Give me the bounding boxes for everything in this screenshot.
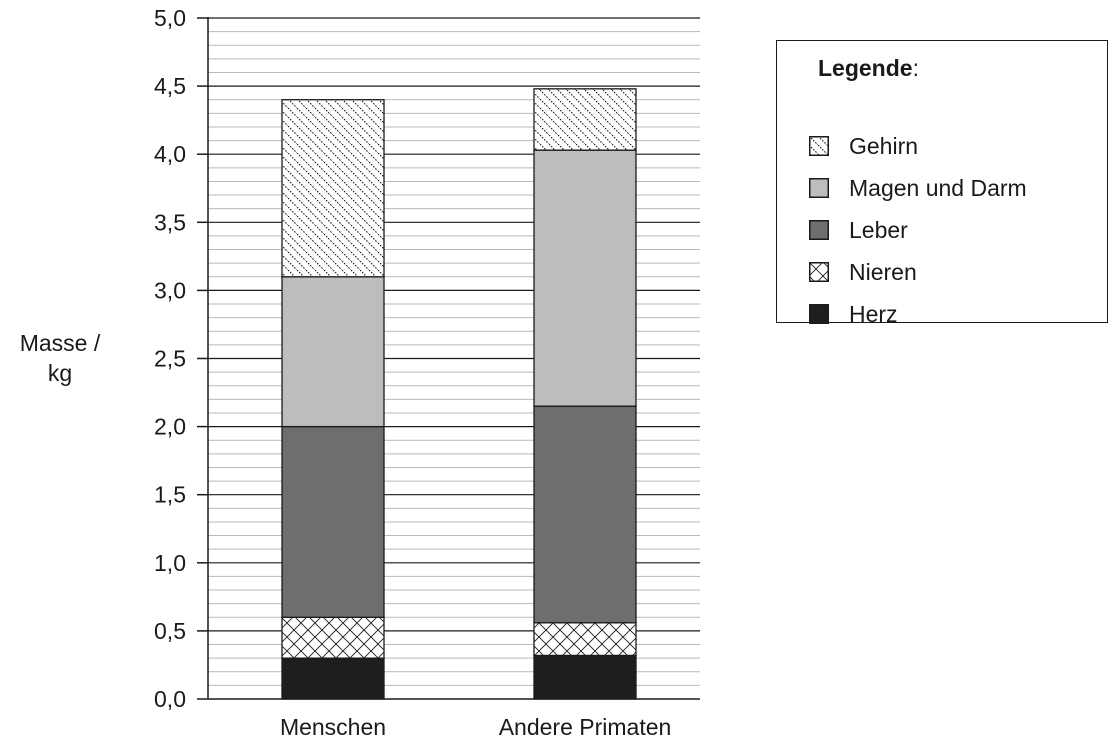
bar-segment-magen-und-darm [533,149,637,407]
legend-swatch-leber [809,220,829,240]
legend: Legende: Gehirn Magen und Darm Leber Nie… [776,40,1108,327]
y-tick-label: 2,5 [154,346,186,372]
bar-segment-magen-und-darm [281,276,385,428]
bar-segment-nieren [281,616,385,659]
legend-item-gehirn: Gehirn [809,131,918,161]
legend-swatch-magen-und-darm [809,178,829,198]
legend-swatch-herz [809,304,829,324]
legend-item-leber: Leber [809,215,908,245]
y-tick-label: 1,0 [154,550,186,576]
legend-label-gehirn: Gehirn [849,133,919,159]
legend-label-nieren: Nieren [849,259,917,285]
legend-title: Legende: [818,53,919,83]
y-axis-label-line1: Masse / [19,330,101,356]
y-tick-label: 0,5 [154,618,186,644]
bar-segment-gehirn [533,88,637,151]
bar-segment-nieren [533,622,637,657]
bar-segment-leber [533,405,637,624]
legend-title-text: Legende [818,55,913,81]
legend-label-magen-und-darm: Magen und Darm [849,175,1027,201]
y-tick-label: 4,0 [154,141,186,167]
legend-swatch-gehirn [809,136,829,156]
legend-item-herz: Herz [809,299,898,329]
legend-title-colon: : [912,55,919,81]
bar-segment-leber [281,425,385,618]
y-tick-label: 4,5 [154,73,186,99]
y-tick-label: 5,0 [154,5,186,31]
legend-label-herz: Herz [849,301,898,327]
y-tick-label: 0,0 [154,686,186,712]
y-tick-label: 1,5 [154,482,186,508]
legend-label-leber: Leber [849,217,908,243]
y-tick-label: 2,0 [154,414,186,440]
bar-segment-herz [281,657,385,700]
bar-segment-herz [533,654,637,700]
y-tick-label: 3,5 [154,209,186,235]
y-axis-label-line2: kg [47,360,73,386]
legend-swatch-nieren [809,262,829,282]
bar-segment-gehirn [281,99,385,278]
y-tick-label: 3,0 [154,277,186,303]
x-category-label: Andere Primaten [499,714,672,740]
y-axis-label: Masse / kg [0,328,120,388]
x-category-label: Menschen [280,714,386,740]
legend-item-nieren: Nieren [809,257,917,287]
legend-item-magen-und-darm: Magen und Darm [809,173,1027,203]
